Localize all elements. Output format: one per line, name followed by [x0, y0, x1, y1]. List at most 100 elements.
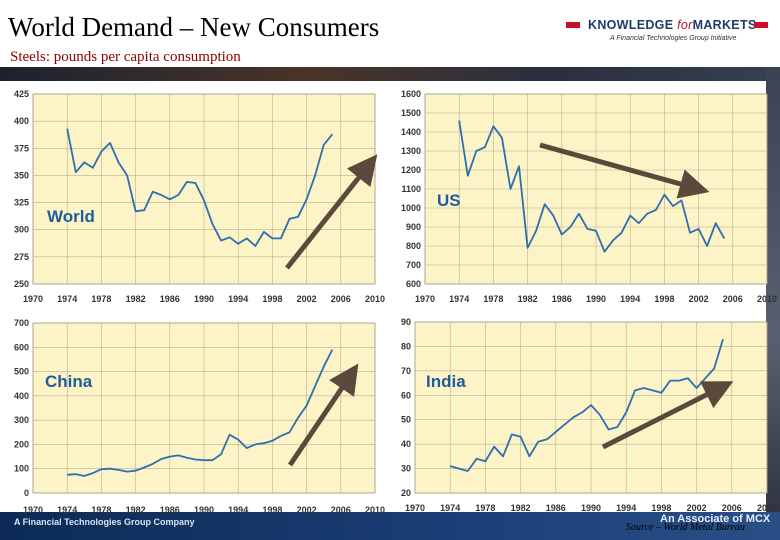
x-tick-label: 2006: [331, 505, 351, 515]
logo-bar-right: [754, 22, 768, 28]
x-tick-label: 1978: [483, 294, 503, 304]
x-tick-label: 1990: [194, 505, 214, 515]
series-line-us: [458, 120, 726, 253]
footer-bar: [0, 512, 780, 540]
y-tick-label: 700: [406, 260, 421, 270]
source-note: Source – World Metal Bureau: [626, 522, 745, 533]
y-tick-label: 500: [14, 367, 29, 377]
x-tick-label: 1994: [616, 503, 636, 513]
x-tick-label: 1978: [91, 505, 111, 515]
y-tick-label: 600: [14, 342, 29, 352]
x-tick-label: 1978: [91, 294, 111, 304]
x-tick-label: 1986: [546, 503, 566, 513]
y-tick-label: 800: [406, 241, 421, 251]
y-tick-label: 275: [14, 252, 29, 262]
x-tick-label: 1998: [262, 294, 282, 304]
x-tick-label: 2002: [687, 503, 707, 513]
x-tick-label: 1974: [440, 503, 460, 513]
trend-arrow-up: [601, 381, 734, 450]
y-tick-label: 200: [14, 439, 29, 449]
x-tick-label: 2002: [297, 505, 317, 515]
y-tick-label: 100: [14, 464, 29, 474]
panel-label-world: World: [47, 207, 95, 226]
y-tick-label: 350: [14, 170, 29, 180]
logo-brand-em: for: [677, 18, 693, 32]
x-tick-label: 1982: [511, 503, 531, 513]
x-tick-label: 2010: [365, 294, 385, 304]
logo-brand-prefix: KNOWLEDGE: [588, 18, 678, 32]
y-tick-label: 50: [401, 415, 411, 425]
logo-bar-left: [566, 22, 580, 28]
x-tick-label: 1998: [262, 505, 282, 515]
y-tick-label: 70: [401, 366, 411, 376]
x-tick-label: 1990: [586, 294, 606, 304]
chart-us: 600 700 800 900 1000 1100 1200 1300 1400 1500 1600…: [401, 89, 777, 304]
x-tick-label: 1990: [581, 503, 601, 513]
x-tick-label: 1998: [654, 294, 674, 304]
panel-label-china: China: [45, 372, 93, 391]
x-tick-label: 2006: [723, 294, 743, 304]
series-line-india: [449, 338, 724, 472]
y-tick-label: 90: [401, 317, 411, 327]
trend-arrow-down: [539, 142, 710, 199]
x-tick-label: 1986: [552, 294, 572, 304]
y-tick-label: 400: [14, 391, 29, 401]
y-tick-label: 1600: [401, 89, 421, 99]
knowledge-for-markets-logo: KNOWLEDGE forMARKETS A Financial Technol…: [566, 18, 771, 48]
y-tick-label: 40: [401, 439, 411, 449]
x-tick-label: 1970: [23, 505, 43, 515]
y-tick-label: 60: [401, 390, 411, 400]
y-tick-label: 30: [401, 464, 411, 474]
x-tick-label: 1994: [620, 294, 640, 304]
y-tick-label: 1000: [401, 203, 421, 213]
y-tick-label: 425: [14, 89, 29, 99]
x-tick-label: 1970: [23, 294, 43, 304]
x-tick-label: 1994: [228, 294, 248, 304]
y-tick-label: 1500: [401, 108, 421, 118]
x-tick-label: 2010: [365, 505, 385, 515]
trend-arrow-up: [285, 154, 378, 270]
y-tick-label: 300: [14, 415, 29, 425]
x-tick-label: 1982: [518, 294, 538, 304]
y-tick-label: 400: [14, 116, 29, 126]
series-line-china: [67, 349, 334, 477]
trend-arrow-up: [287, 363, 359, 467]
x-tick-label: 2002: [689, 294, 709, 304]
footer-company: A Financial Technologies Group Company: [14, 517, 195, 527]
x-tick-label: 1986: [160, 294, 180, 304]
logo-brand: KNOWLEDGE forMARKETS: [588, 18, 757, 32]
decorative-band: [0, 67, 780, 81]
x-tick-label: 1974: [57, 294, 77, 304]
logo-tagline: A Financial Technologies Group Initiativ…: [610, 35, 737, 42]
x-tick-label: 1978: [475, 503, 495, 513]
x-tick-label: 1990: [194, 294, 214, 304]
x-tick-label: 1970: [415, 294, 435, 304]
y-tick-label: 375: [14, 143, 29, 153]
chart-world: 250 275 300 325 350 375 400 425 1970 1974 1978 1982…: [14, 89, 385, 304]
x-tick-label: 1974: [449, 294, 469, 304]
x-tick-label: 2006: [722, 503, 742, 513]
x-tick-label: 2002: [297, 294, 317, 304]
x-tick-label: 2006: [331, 294, 351, 304]
x-tick-label: 2010: [757, 294, 777, 304]
decorative-side-strip: [766, 67, 780, 517]
chart-china: 0 100 200 300 400 500 600 700 1970 1974 1978 1982 19…: [14, 318, 385, 515]
y-tick-label: 300: [14, 225, 29, 235]
y-tick-label: 20: [401, 488, 411, 498]
series-line-world: [66, 128, 334, 247]
y-tick-label: 250: [14, 279, 29, 289]
x-tick-label: 1974: [57, 505, 77, 515]
y-tick-label: 600: [406, 279, 421, 289]
x-tick-label: 1986: [160, 505, 180, 515]
y-tick-label: 325: [14, 198, 29, 208]
chart-india: 20 30 40 50 60 70 80 90 1970 1974 1978 1982 1986 1990…: [401, 317, 777, 513]
page-subtitle: Steels: pounds per capita consumption: [10, 49, 241, 65]
panel-label-us: US: [437, 191, 461, 210]
y-tick-label: 80: [401, 341, 411, 351]
x-tick-label: 1970: [405, 503, 425, 513]
x-tick-label: 1982: [126, 505, 146, 515]
footer-associate: An Associate of MCX: [660, 513, 771, 525]
y-tick-label: 0: [24, 488, 29, 498]
y-tick-label: 1100: [401, 184, 421, 194]
